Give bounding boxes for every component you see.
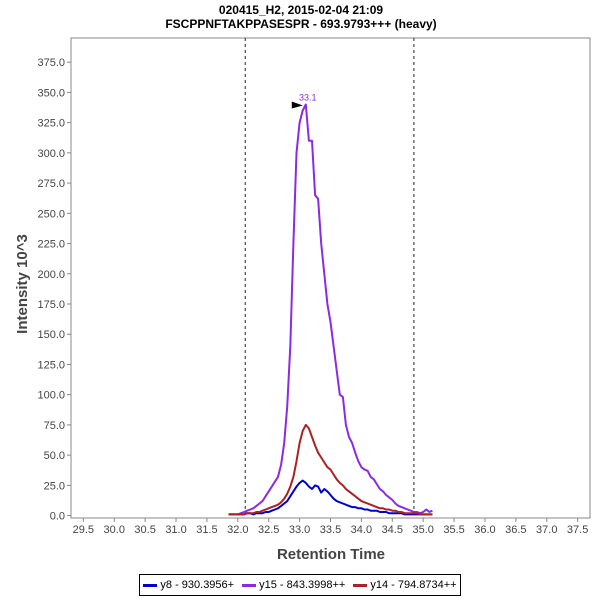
x-tick-label: 32.0	[227, 524, 248, 536]
legend: y8 - 930.3956+ y15 - 843.3998++ y14 - 794.…	[139, 574, 461, 596]
y-tick-label: 50.0	[44, 450, 65, 462]
y-tick-label: 225.0	[37, 239, 65, 251]
chart-title: 020415_H2, 2015-02-04 21:09	[219, 3, 383, 17]
legend-label: y15 - 843.3998++	[259, 579, 346, 591]
y-tick-label: 200.0	[37, 269, 65, 281]
series-line	[228, 423, 433, 516]
y-tick-label: 275.0	[37, 178, 65, 190]
y-tick-label: 125.0	[37, 359, 65, 371]
x-tick-label: 32.5	[258, 524, 279, 536]
x-tick-label: 31.0	[165, 524, 186, 536]
legend-swatch	[143, 583, 158, 587]
y-tick-label: 175.0	[37, 299, 65, 311]
plot-border	[70, 37, 591, 519]
integration-bounds	[244, 38, 415, 518]
y-tick-label: 25.0	[44, 480, 65, 492]
x-axis: 29.5 30.0 30.5 31.0 31.5 32.0 32.5 33.0 33.5 34.0…	[73, 518, 588, 536]
y-tick-label: 300.0	[37, 148, 65, 160]
legend-item: y15 - 843.3998++	[242, 579, 345, 591]
x-tick-label: 30.5	[134, 524, 155, 536]
y-tick-label: 350.0	[37, 87, 65, 99]
series-line	[228, 479, 433, 516]
y-tick-label: 375.0	[37, 57, 65, 69]
peak-annotation: 33.1	[291, 92, 317, 109]
x-tick-label: 37.5	[567, 524, 588, 536]
legend-item: y14 - 794.8734++	[353, 579, 457, 591]
legend-item: y8 - 930.3956+	[143, 579, 234, 591]
series-layer	[228, 103, 433, 516]
plot-area	[70, 37, 591, 519]
series-line	[228, 103, 433, 516]
x-tick-label: 34.5	[382, 524, 403, 536]
y-tick-label: 250.0	[37, 208, 65, 220]
y-tick-label: 325.0	[37, 118, 65, 130]
y-tick-label: 0.0	[50, 511, 65, 523]
chart-subtitle: FSCPPNFTAKPPASESPR - 693.9793+++ (heavy)	[165, 17, 436, 31]
legend-label: y14 - 794.8734++	[370, 579, 457, 591]
x-tick-label: 30.0	[104, 524, 125, 536]
x-tick-label: 35.0	[412, 524, 433, 536]
y-axis: 0.0 25.0 50.0 75.0 100.0 125.0 150.0 175.0 200.0…	[37, 57, 71, 523]
y-axis-title: Intensity 10^3	[14, 234, 31, 334]
x-tick-label: 37.0	[536, 524, 557, 536]
legend-swatch	[353, 583, 368, 587]
peak-marker	[291, 101, 303, 109]
x-tick-label: 36.0	[474, 524, 495, 536]
legend-label: y8 - 930.3956+	[160, 579, 235, 591]
x-axis-title: Retention Time	[277, 546, 385, 563]
x-tick-label: 35.5	[443, 524, 464, 536]
y-tick-label: 100.0	[37, 390, 65, 402]
x-tick-label: 33.5	[320, 524, 341, 536]
y-tick-label: 150.0	[37, 329, 65, 341]
x-tick-label: 34.0	[351, 524, 372, 536]
x-tick-label: 29.5	[73, 524, 94, 536]
legend-swatch	[242, 583, 257, 587]
peak-label: 33.1	[299, 92, 317, 102]
x-tick-label: 33.0	[289, 524, 310, 536]
y-tick-label: 75.0	[44, 420, 65, 432]
x-tick-label: 36.5	[505, 524, 526, 536]
x-tick-label: 31.5	[196, 524, 217, 536]
